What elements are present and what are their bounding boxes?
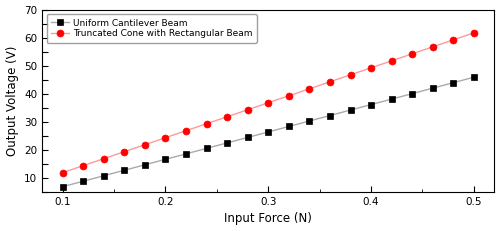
Truncated Cone with Rectangular Beam [224, 115, 230, 118]
Truncated Cone with Rectangular Beam [60, 171, 66, 174]
Truncated Cone with Rectangular Beam [80, 164, 86, 167]
Uniform Cantilever Beam [286, 125, 292, 128]
Truncated Cone with Rectangular Beam [266, 101, 272, 104]
Uniform Cantilever Beam [348, 109, 354, 111]
Uniform Cantilever Beam [430, 87, 436, 90]
Truncated Cone with Rectangular Beam [244, 108, 250, 111]
Uniform Cantilever Beam [101, 174, 107, 177]
X-axis label: Input Force (N): Input Force (N) [224, 213, 312, 225]
Uniform Cantilever Beam [450, 81, 456, 84]
Uniform Cantilever Beam [306, 120, 312, 122]
Truncated Cone with Rectangular Beam [327, 80, 333, 83]
Uniform Cantilever Beam [183, 152, 189, 155]
Truncated Cone with Rectangular Beam [122, 150, 128, 153]
Uniform Cantilever Beam [224, 142, 230, 144]
Line: Uniform Cantilever Beam: Uniform Cantilever Beam [60, 74, 476, 189]
Truncated Cone with Rectangular Beam [183, 129, 189, 132]
Uniform Cantilever Beam [204, 147, 210, 150]
Truncated Cone with Rectangular Beam [471, 31, 477, 34]
Truncated Cone with Rectangular Beam [306, 87, 312, 90]
Truncated Cone with Rectangular Beam [368, 67, 374, 69]
Uniform Cantilever Beam [471, 76, 477, 79]
Truncated Cone with Rectangular Beam [204, 122, 210, 125]
Uniform Cantilever Beam [142, 163, 148, 166]
Uniform Cantilever Beam [266, 131, 272, 133]
Truncated Cone with Rectangular Beam [388, 59, 394, 62]
Uniform Cantilever Beam [162, 158, 168, 161]
Truncated Cone with Rectangular Beam [101, 157, 107, 160]
Legend: Uniform Cantilever Beam, Truncated Cone with Rectangular Beam: Uniform Cantilever Beam, Truncated Cone … [46, 14, 257, 43]
Line: Truncated Cone with Rectangular Beam: Truncated Cone with Rectangular Beam [59, 29, 478, 176]
Truncated Cone with Rectangular Beam [409, 52, 415, 55]
Truncated Cone with Rectangular Beam [348, 73, 354, 76]
Uniform Cantilever Beam [244, 136, 250, 139]
Truncated Cone with Rectangular Beam [142, 143, 148, 146]
Uniform Cantilever Beam [409, 92, 415, 95]
Truncated Cone with Rectangular Beam [450, 38, 456, 41]
Uniform Cantilever Beam [80, 180, 86, 183]
Truncated Cone with Rectangular Beam [162, 136, 168, 139]
Truncated Cone with Rectangular Beam [286, 94, 292, 97]
Uniform Cantilever Beam [327, 114, 333, 117]
Uniform Cantilever Beam [122, 169, 128, 172]
Truncated Cone with Rectangular Beam [430, 46, 436, 48]
Uniform Cantilever Beam [368, 103, 374, 106]
Uniform Cantilever Beam [60, 185, 66, 188]
Y-axis label: Output Voltage (V): Output Voltage (V) [6, 46, 18, 156]
Uniform Cantilever Beam [388, 98, 394, 100]
